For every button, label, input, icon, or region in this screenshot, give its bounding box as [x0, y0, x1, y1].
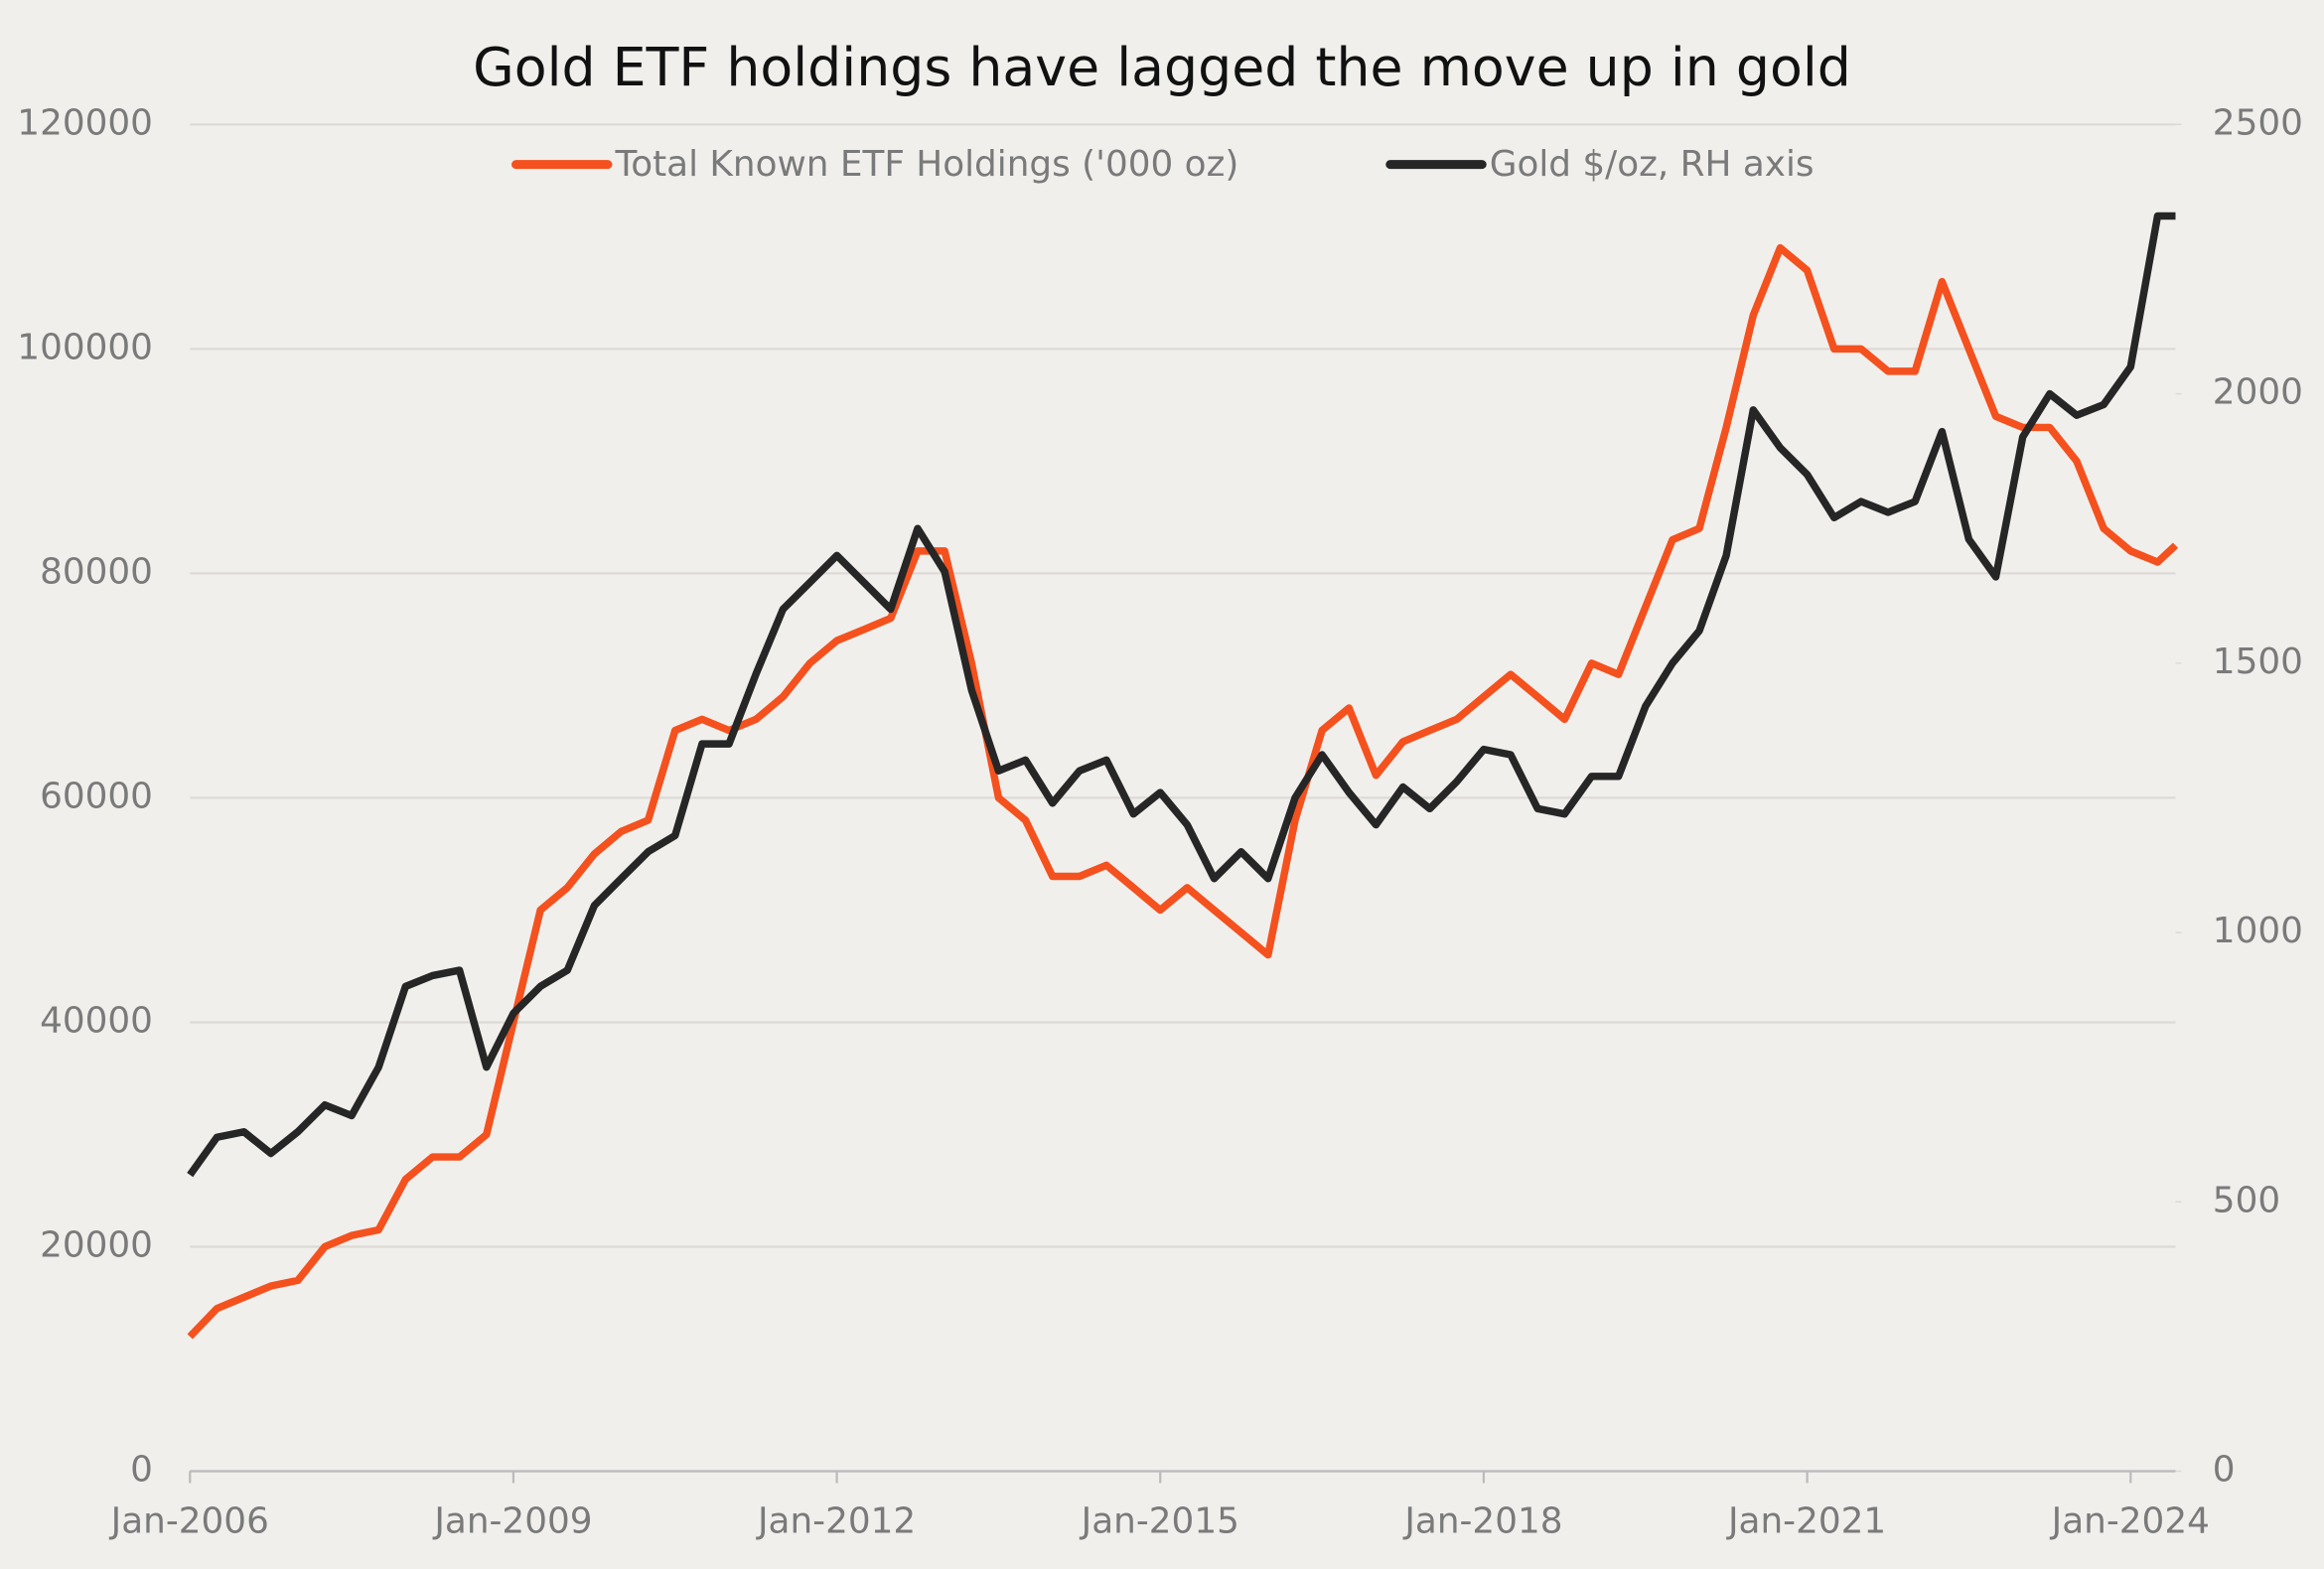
y-tick-label: 100000 — [17, 327, 153, 367]
line-series — [187, 212, 2176, 1178]
y2-tick-label: 1500 — [2213, 642, 2303, 682]
y-tick-label: 0 — [130, 1450, 153, 1491]
x-tick-label: Jan-2018 — [1402, 1501, 1562, 1542]
x-tick-label: Jan-2015 — [1080, 1501, 1239, 1542]
y2-tick-label: 2000 — [2213, 372, 2303, 413]
y-tick-label: 60000 — [40, 776, 153, 816]
y2-tick-label: 1000 — [2213, 911, 2303, 951]
y2-tick-label: 2500 — [2213, 102, 2303, 143]
legend-label: Gold $/oz, RH axis — [1490, 144, 1815, 185]
legend-label: Total Known ETF Holdings ('000 oz) — [614, 144, 1238, 185]
chart-title: Gold ETF holdings have lagged the move u… — [473, 36, 1851, 98]
y-tick-label: 80000 — [40, 551, 153, 592]
x-tick-label: Jan-2021 — [1726, 1501, 1886, 1542]
x-tick-label: Jan-2012 — [756, 1501, 916, 1542]
y2-tick-label: 500 — [2213, 1180, 2280, 1220]
y-tick-label: 40000 — [40, 1000, 153, 1041]
y-tick-label: 120000 — [17, 102, 153, 143]
y2-tick-label: 0 — [2213, 1450, 2236, 1491]
y-tick-label: 20000 — [40, 1224, 153, 1265]
x-tick-label: Jan-2006 — [109, 1501, 269, 1542]
x-tick-label: Jan-2024 — [2050, 1501, 2210, 1542]
line-series — [187, 243, 2179, 1340]
x-tick-label: Jan-2009 — [432, 1501, 592, 1542]
